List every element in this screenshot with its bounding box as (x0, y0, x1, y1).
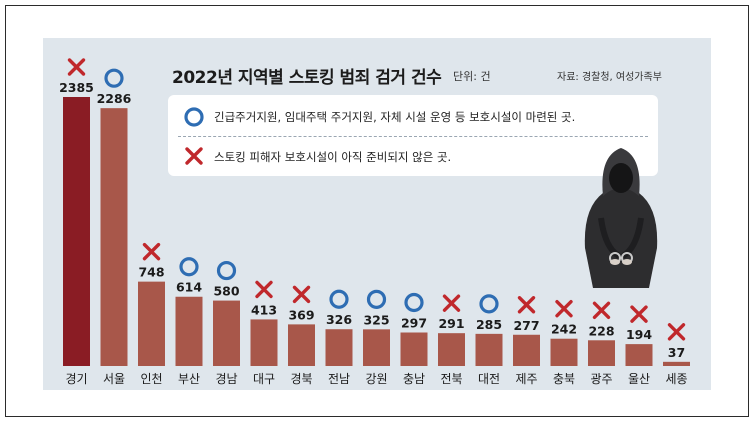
circle-marker-icon (179, 257, 199, 277)
data-label: 413 (251, 302, 277, 317)
bar (175, 296, 203, 366)
category-label: 인천 (140, 371, 162, 386)
chart-title: 2022년 지역별 스토킹 범죄 검거 건수 (172, 68, 442, 88)
bar (513, 334, 540, 366)
bar (363, 329, 390, 366)
cross-marker-icon (667, 323, 686, 341)
hooded-figure-illustration (584, 148, 658, 288)
bar (588, 340, 615, 366)
data-label: 2286 (97, 91, 132, 106)
category-label: 전북 (440, 372, 462, 386)
category-label: 부산 (178, 372, 200, 386)
bar (400, 332, 428, 366)
category-label: 충북 (553, 372, 575, 386)
category-label: 대구 (253, 372, 275, 386)
category-label: 세종 (665, 372, 687, 386)
category-label: 전남 (328, 372, 350, 386)
cross-marker-icon (592, 301, 611, 319)
cross-marker-icon (292, 285, 311, 304)
category-label: 제주 (515, 372, 537, 386)
data-label: 369 (288, 307, 314, 322)
bar (325, 329, 353, 366)
circle-marker-icon (216, 260, 237, 281)
cross-marker-icon (67, 58, 86, 76)
legend-cross-icon (185, 147, 203, 165)
bar (550, 338, 578, 366)
data-label: 285 (476, 317, 502, 332)
data-label: 37 (668, 345, 685, 360)
data-label: 614 (176, 280, 202, 295)
category-label: 대전 (478, 372, 500, 386)
data-label: 194 (626, 327, 652, 342)
data-label: 242 (551, 322, 577, 337)
legend-circle-text: 긴급주거지원, 임대주택 주거지원, 자체 시설 운영 등 보호시설이 마련된 … (214, 110, 576, 124)
category-label: 울산 (628, 372, 650, 386)
circle-marker-icon (104, 68, 124, 88)
category-label: 서울 (103, 372, 125, 386)
data-label: 228 (588, 323, 614, 338)
data-label: 580 (213, 284, 239, 299)
bar (663, 361, 690, 366)
legend-divider (178, 136, 648, 137)
legend-circle-icon (184, 107, 204, 127)
bar (138, 281, 165, 366)
cross-marker-icon (555, 300, 573, 318)
bar (625, 344, 653, 366)
category-label: 충남 (403, 372, 425, 386)
data-label: 326 (326, 312, 352, 327)
cross-marker-icon (255, 280, 273, 299)
category-label: 경남 (215, 372, 237, 386)
circle-marker-icon (366, 289, 387, 309)
data-label: 291 (438, 316, 464, 331)
data-label: 2385 (59, 80, 94, 95)
category-label: 경북 (290, 372, 312, 386)
cross-marker-icon (517, 296, 536, 314)
bar (100, 108, 128, 366)
category-label: 광주 (590, 372, 612, 386)
bar (213, 300, 240, 366)
bar (475, 333, 503, 366)
cross-marker-icon (630, 305, 648, 323)
data-label: 277 (513, 318, 539, 333)
legend-cross-text: 스토킹 피해자 보호시설이 아직 준비되지 않은 곳. (214, 150, 452, 164)
source-label: 자료: 경찰청, 여성가족부 (557, 72, 662, 83)
data-label: 325 (363, 312, 389, 327)
bar (438, 333, 465, 366)
bar (288, 324, 315, 366)
cross-marker-icon (442, 294, 461, 312)
bar (250, 319, 278, 366)
circle-marker-icon (479, 294, 499, 314)
category-label: 강원 (365, 372, 387, 386)
cross-marker-icon (142, 242, 161, 261)
circle-marker-icon (329, 289, 349, 309)
data-label: 748 (138, 265, 164, 280)
circle-marker-icon (404, 292, 424, 313)
unit-label: 단위: 건 (453, 70, 491, 83)
legend (168, 95, 658, 176)
bar (63, 97, 90, 366)
category-label: 경기 (65, 372, 87, 386)
data-label: 297 (401, 316, 427, 331)
